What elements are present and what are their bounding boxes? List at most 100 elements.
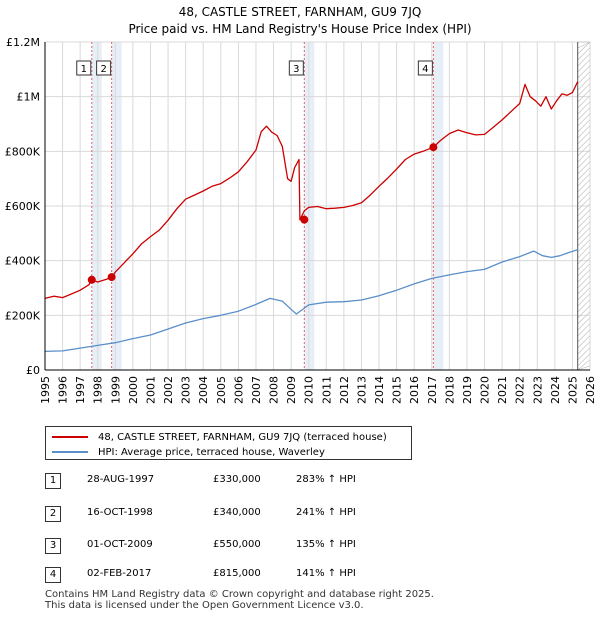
x-tick-label: 2018 <box>443 376 456 404</box>
transaction-badge: 3 <box>45 538 61 554</box>
x-tick-label: 2007 <box>250 376 263 404</box>
transaction-label-box <box>288 60 304 76</box>
transaction-price: £550,000 <box>213 539 261 550</box>
x-tick-label: 2002 <box>162 376 175 404</box>
future-hatch-line <box>577 245 591 259</box>
future-hatch-line <box>577 227 591 241</box>
future-hatch-line <box>577 365 591 371</box>
axes <box>44 42 590 371</box>
future-hatch-line <box>577 59 591 73</box>
future-hatch-line <box>577 53 591 67</box>
x-tick-label: 1995 <box>39 376 52 404</box>
future-hatch-line <box>577 83 591 97</box>
price-chart: 1 2 3 4 £0 £200K £400K £600K £800K £1M £1.2M 1995… <box>5 36 597 404</box>
future-hatch-line <box>577 335 591 349</box>
future-hatch-line <box>577 251 591 265</box>
x-tick-label: 2006 <box>232 376 245 404</box>
transaction-date: 16-OCT-1998 <box>87 507 153 518</box>
future-hatch-line <box>577 77 591 91</box>
legend-hpi-swatch <box>52 451 88 453</box>
future-hatch-line <box>577 107 591 121</box>
future-hatch-line <box>577 317 591 331</box>
future-hatch-line <box>577 305 591 319</box>
transaction-price: £815,000 <box>213 568 261 579</box>
x-tick-label: 2004 <box>197 376 210 404</box>
transaction-hpi: 241% ↑ HPI <box>296 507 356 518</box>
x-tick-label: 2017 <box>426 376 439 404</box>
future-hatch-line <box>577 197 591 211</box>
future-hatch-line <box>577 299 591 313</box>
future-hatch-line <box>577 95 591 109</box>
x-tick-label: 2003 <box>180 376 193 404</box>
transaction-label-box <box>417 60 433 76</box>
x-tick-label: 2020 <box>479 376 492 404</box>
chart-title: 48, CASTLE STREET, FARNHAM, GU9 7JQ Pric… <box>0 4 600 38</box>
x-tick-label: 1999 <box>109 376 122 404</box>
x-tick-label: 2014 <box>373 376 386 404</box>
y-tick-label: £400K <box>5 255 41 268</box>
future-hatch-line <box>577 269 591 283</box>
y-tick-labels: £0 £200K £400K £600K £800K £1M £1.2M <box>5 36 41 377</box>
transaction-hpi: 135% ↑ HPI <box>296 539 356 550</box>
future-hatch-line <box>577 329 591 343</box>
x-tick-label: 2013 <box>355 376 368 404</box>
x-tick-label: 2005 <box>215 376 228 404</box>
future-hatch-line <box>577 137 591 151</box>
x-tick-label: 2000 <box>127 376 140 404</box>
future-hatch-line <box>577 263 591 277</box>
legend: 48, CASTLE STREET, FARNHAM, GU9 7JQ (ter… <box>45 426 412 460</box>
x-tick-label: 2009 <box>285 376 298 404</box>
x-tick-label: 2012 <box>338 376 351 404</box>
future-hatch-line <box>577 341 591 355</box>
future-hatch-line <box>577 185 591 199</box>
transaction-hpi: 283% ↑ HPI <box>296 474 356 485</box>
future-hatch-line <box>577 281 591 295</box>
future-hatch-line <box>577 143 591 157</box>
x-tick-label: 2011 <box>320 376 333 404</box>
legend-price-swatch <box>52 436 88 438</box>
price-paid-line <box>44 81 579 300</box>
x-tick-label: 2022 <box>514 376 527 404</box>
transaction-label-number: 4 <box>422 64 428 75</box>
legend-price-label: 48, CASTLE STREET, FARNHAM, GU9 7JQ (ter… <box>98 431 387 443</box>
x-tick-label: 2010 <box>303 376 316 404</box>
legend-item-price: 48, CASTLE STREET, FARNHAM, GU9 7JQ (ter… <box>52 430 387 444</box>
title-line-1: 48, CASTLE STREET, FARNHAM, GU9 7JQ <box>178 5 422 19</box>
transaction-badge: 2 <box>45 506 61 522</box>
future-hatch-line <box>577 233 591 247</box>
x-tick-label: 2019 <box>461 376 474 404</box>
future-hatch-line <box>577 203 591 217</box>
future-hatch-line <box>577 239 591 253</box>
table-row: 2 16-OCT-1998 £340,000 241% ↑ HPI <box>45 506 405 522</box>
future-hatch <box>577 41 591 371</box>
future-hatch-line <box>577 41 591 55</box>
legend-item-hpi: HPI: Average price, terraced house, Wave… <box>52 445 325 459</box>
x-tick-label: 1997 <box>74 376 87 404</box>
y-tick-label: £200K <box>5 309 41 322</box>
future-hatch-line <box>577 293 591 307</box>
future-hatch-line <box>577 209 591 223</box>
transaction-markers <box>87 143 438 284</box>
future-hatch-line <box>577 155 591 169</box>
transaction-price: £330,000 <box>213 474 261 485</box>
transaction-marker <box>429 143 438 152</box>
future-hatch-line <box>577 149 591 163</box>
future-hatch-line <box>577 359 591 371</box>
transaction-label-number: 3 <box>293 64 299 75</box>
future-hatch-line <box>577 347 591 361</box>
future-hatch-line <box>577 161 591 175</box>
y-tick-label: £1M <box>17 91 41 104</box>
future-hatch-line <box>577 257 591 271</box>
future-hatch-line <box>577 179 591 193</box>
x-tick-label: 1996 <box>57 376 70 404</box>
table-row: 1 28-AUG-1997 £330,000 283% ↑ HPI <box>45 473 405 489</box>
transaction-hpi: 141% ↑ HPI <box>296 568 356 579</box>
future-hatch-line <box>577 89 591 103</box>
title-line-2: Price paid vs. HM Land Registry's House … <box>128 22 472 36</box>
future-hatch-line <box>577 41 591 49</box>
transaction-date: 28-AUG-1997 <box>87 474 155 485</box>
future-hatch-line <box>577 65 591 79</box>
y-tick-label: £1.2M <box>6 36 40 49</box>
transaction-marker <box>87 275 96 284</box>
future-hatch-line <box>577 101 591 115</box>
